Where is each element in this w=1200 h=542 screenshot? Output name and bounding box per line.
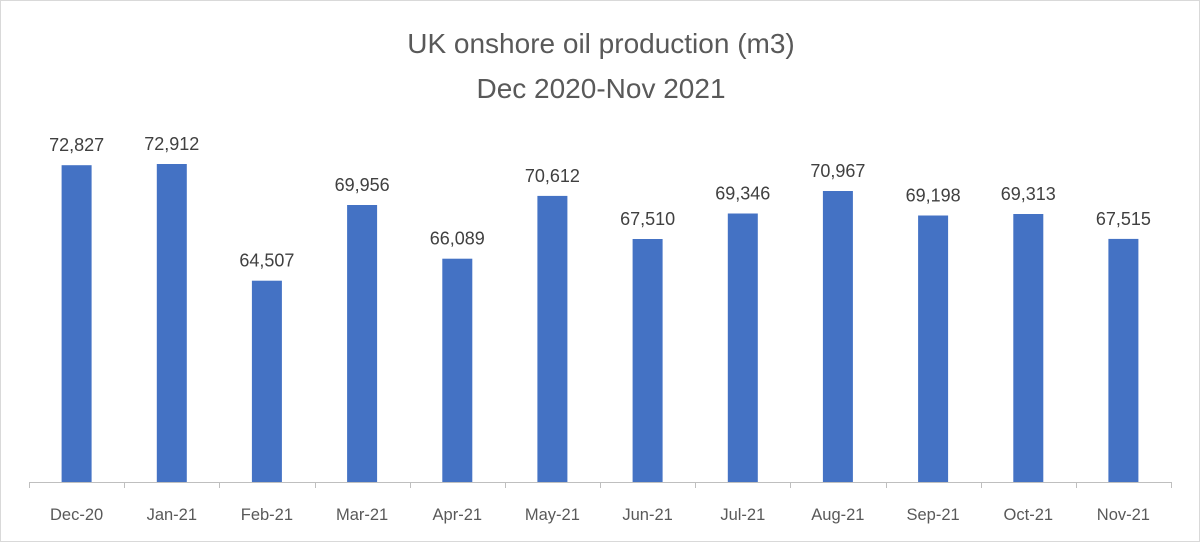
x-tick-label: Dec-20 (50, 506, 103, 524)
bar-dec-20 (61, 165, 92, 482)
bar-nov-21 (1108, 238, 1139, 482)
data-label: 69,313 (1001, 184, 1056, 204)
bar-feb-21 (251, 280, 282, 482)
data-label: 64,507 (239, 251, 294, 271)
bar-sep-21 (918, 215, 949, 482)
data-label: 72,912 (144, 134, 199, 154)
data-label: 69,956 (335, 175, 390, 195)
data-label: 66,089 (430, 229, 485, 249)
chart-title: UK onshore oil production (m3) (407, 28, 795, 59)
data-label: 67,510 (620, 209, 675, 229)
bar-mar-21 (347, 205, 378, 482)
x-tick-label: May-21 (525, 506, 580, 524)
x-tick-label: Jul-21 (720, 506, 765, 524)
x-tick-label: Sep-21 (906, 506, 959, 524)
x-tick-label: Aug-21 (811, 506, 864, 524)
data-label: 72,827 (49, 135, 104, 155)
bar-jan-21 (156, 164, 187, 482)
bar-apr-21 (442, 258, 473, 482)
bar-aug-21 (822, 191, 853, 482)
x-tick-label: Feb-21 (241, 506, 293, 524)
chart-subtitle: Dec 2020-Nov 2021 (476, 73, 726, 104)
x-tick-label: Nov-21 (1097, 506, 1150, 524)
bar-jul-21 (727, 213, 758, 482)
data-label: 70,612 (525, 166, 580, 186)
data-label: 70,967 (810, 161, 865, 181)
data-label: 69,198 (906, 186, 961, 206)
data-label: 69,346 (715, 184, 770, 204)
x-tick-label: Jan-21 (147, 506, 197, 524)
x-tick-label: Oct-21 (1004, 506, 1054, 524)
bar-may-21 (537, 195, 568, 482)
x-tick-label: Mar-21 (336, 506, 388, 524)
bar-oct-21 (1013, 214, 1044, 482)
bar-jun-21 (632, 239, 663, 482)
data-label: 67,515 (1096, 209, 1151, 229)
x-tick-label: Apr-21 (433, 506, 483, 524)
x-tick-label: Jun-21 (622, 506, 672, 524)
